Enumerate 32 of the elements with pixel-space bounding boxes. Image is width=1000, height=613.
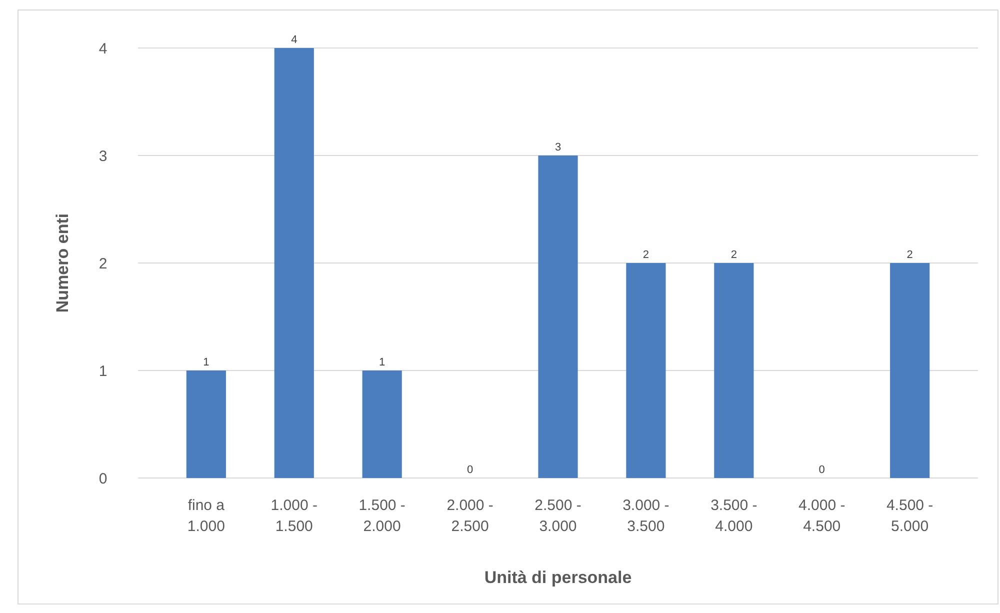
x-tick-label: 1.000 - 1.500 [270, 497, 318, 535]
x-tick-label: 3.000 - 3.500 [622, 497, 670, 535]
x-tick-label: fino a 1.000 [187, 497, 226, 535]
bar [186, 370, 226, 478]
data-label: 1 [379, 356, 386, 368]
y-tick-label: 2 [98, 255, 108, 272]
data-label: 3 [554, 142, 562, 154]
bar [362, 370, 402, 478]
y-tick-label: 1 [98, 362, 108, 380]
data-label: 2 [730, 249, 737, 261]
data-label: 2 [906, 249, 913, 261]
y-tick-label: 0 [98, 470, 108, 488]
y-tick-label: 3 [98, 148, 108, 165]
y-axis-title: Numero enti [53, 213, 72, 313]
x-tick-label: 1.500 - 2.000 [358, 497, 406, 535]
bar [626, 263, 666, 478]
x-tick-label: 4.000 - 4.500 [798, 497, 846, 535]
bar [714, 263, 754, 478]
data-label: 2 [642, 249, 650, 261]
x-axis-title: Unità di personale [484, 568, 632, 587]
bar [538, 156, 578, 478]
y-tick-label: 4 [98, 40, 108, 58]
data-label: 4 [291, 34, 298, 46]
data-label: 0 [818, 464, 825, 476]
x-tick-label: 2.000 - 2.500 [446, 497, 494, 535]
bar [890, 263, 930, 478]
data-label: 1 [203, 356, 210, 368]
x-tick-label: 3.500 - 4.000 [710, 497, 758, 535]
x-tick-label: 2.500 - 3.000 [534, 497, 582, 535]
bar [274, 48, 314, 478]
data-label: 0 [466, 464, 474, 476]
x-tick-label: 4.500 - 5.000 [886, 497, 934, 535]
